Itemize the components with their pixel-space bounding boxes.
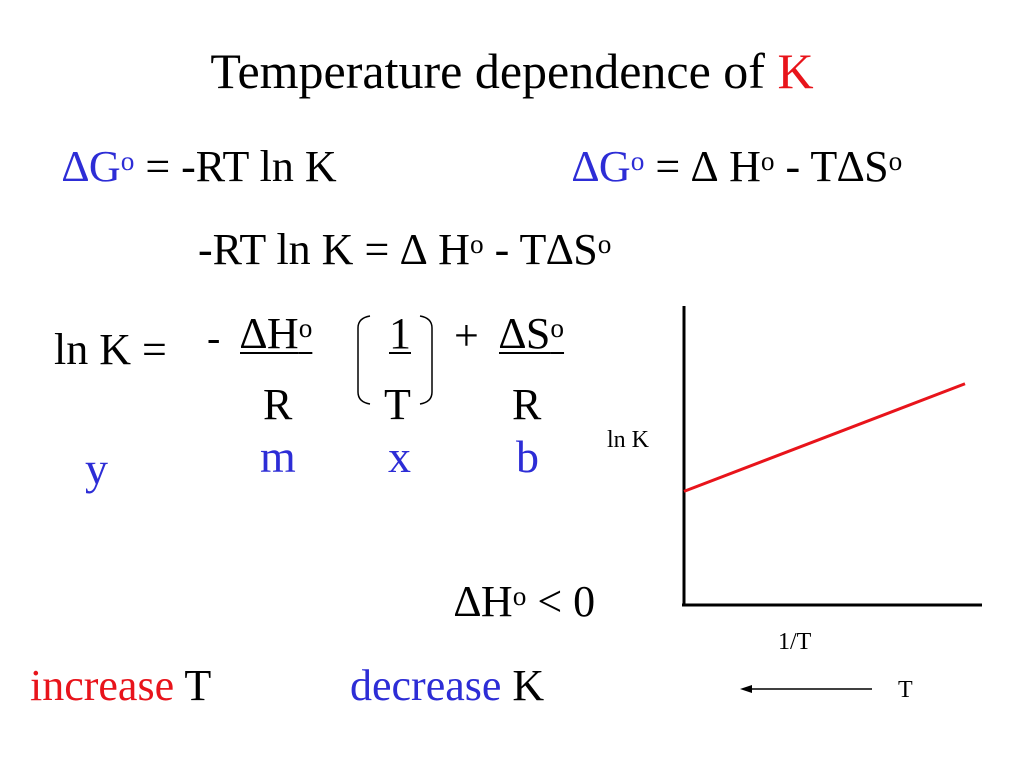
eq4-t-denominator: T: [384, 380, 411, 429]
equation-gibbs-enthalpy-entropy: ∆Go = ∆ Ho - T∆So: [572, 142, 903, 191]
title-text: Temperature dependence of: [210, 43, 778, 99]
enthalpy-condition: ∆Ho < 0: [454, 577, 596, 626]
label-b: b: [516, 431, 539, 482]
eq4-delta-h-numerator: ∆Ho: [240, 309, 313, 358]
page-title: Temperature dependence of K: [0, 46, 1024, 96]
graph-red-line: [683, 382, 966, 493]
equation-combined: -RT ln K = ∆ Ho - T∆So: [198, 225, 612, 274]
graph-lnk-vs-inverse-t: [682, 306, 982, 693]
equation-gibbs-rtlnk: ∆Go = -RT ln K: [62, 145, 337, 189]
eq1-delta-g: ∆Go: [62, 142, 135, 191]
label-x: x: [388, 431, 411, 482]
label-m: m: [260, 431, 296, 482]
eq4-r-denominator-2: R: [512, 380, 542, 429]
bottom-statement: increase T: [30, 664, 211, 708]
graph-x-label: 1/T: [778, 629, 812, 655]
eq4-plus: +: [454, 311, 479, 360]
eq4-one: 1: [389, 309, 411, 358]
word-t: T: [184, 661, 212, 710]
word-decrease: decrease: [350, 661, 502, 710]
eq4-lnk: ln K =: [54, 325, 167, 374]
word-k: K: [512, 661, 545, 710]
eq1-rest: = -RT ln K: [134, 142, 337, 191]
eq4-minus: -: [207, 315, 221, 360]
eq2-delta-g: ∆Go: [572, 142, 645, 191]
label-y: y: [85, 443, 108, 494]
graph-t-arrow-head: [740, 685, 752, 693]
word-increase: increase: [30, 661, 175, 710]
eq4-delta-s-numerator: ∆So: [499, 309, 565, 358]
bottom-statement-right: decrease K: [350, 664, 544, 708]
eq4-r-denominator-1: R: [263, 380, 293, 429]
graph-y-label: ln K: [607, 427, 649, 453]
graph-arrow-label: T: [898, 677, 913, 703]
title-k: K: [777, 43, 814, 99]
eq4-brackets: [357, 315, 433, 405]
